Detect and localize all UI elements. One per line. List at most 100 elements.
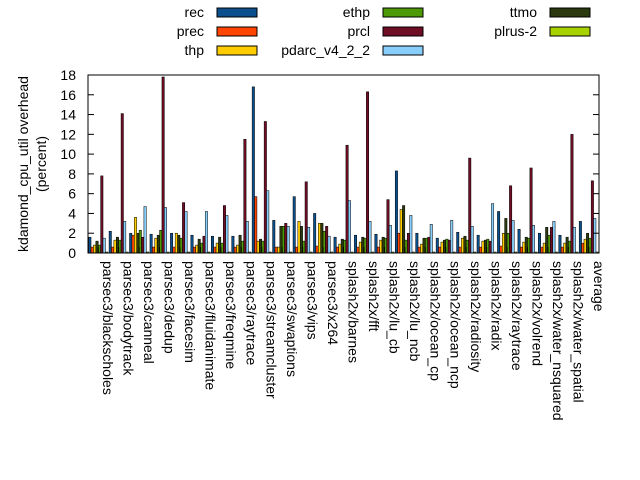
bar-rec (354, 234, 357, 254)
x-tick-label: splash2x/volrend (529, 261, 545, 366)
bar-prec (172, 246, 176, 254)
x-tick: splash2x/barnes (343, 247, 362, 363)
bar-prcl (120, 113, 124, 254)
bar-rec (578, 221, 582, 254)
bar-thp (542, 242, 546, 254)
bar-thp (440, 241, 444, 254)
bar-prec (336, 246, 339, 254)
x-tick-label: parsec3/x264 (325, 261, 341, 345)
bar-rec (149, 233, 153, 254)
legend-swatch (549, 7, 591, 18)
bar-prec (376, 246, 380, 254)
legend-label: plrus-2 (494, 23, 537, 39)
legend-swatch (216, 45, 258, 56)
bar-thp (297, 221, 301, 254)
bar-pdarc_v4_2_2 (102, 237, 106, 254)
bar-pdarc_v4_2_2 (143, 206, 147, 254)
x-tick-label: splash2x/water_spatial (570, 261, 586, 403)
x-tick: splash2x/radix (486, 247, 505, 351)
x-tick-label: parsec3/dedup (162, 261, 178, 354)
bar-group (149, 76, 170, 254)
bar-prec (315, 245, 319, 254)
bar-prcl (243, 139, 247, 254)
bar-thp (195, 244, 199, 254)
bar-rec (538, 232, 541, 254)
bar-prcl (304, 181, 308, 254)
y-tick-label: 14 (60, 107, 76, 123)
x-tick-label: splash2x/barnes (346, 261, 362, 363)
bar-pdarc_v4_2_2 (450, 220, 454, 254)
legend-swatch (216, 7, 258, 18)
legend-item-ttmo: ttmo (510, 4, 591, 20)
bar-group (272, 220, 293, 254)
bar-prec (479, 246, 483, 254)
y-tick: 4 (68, 205, 599, 221)
bar-pdarc_v4_2_2 (511, 220, 515, 254)
bar-group (497, 185, 517, 254)
bar-rec (333, 236, 337, 254)
bar-prec (274, 246, 278, 254)
bar-rec (190, 234, 194, 254)
bar-prcl (386, 199, 390, 254)
bar-prcl (100, 175, 104, 254)
x-tick-label: parsec3/swaptions (284, 261, 300, 377)
bar-prcl (447, 239, 451, 254)
y-tick: 18 (60, 67, 599, 83)
legend-item-prcl: prcl (347, 23, 424, 39)
bar-prec (581, 242, 585, 254)
bar-thp (113, 239, 117, 254)
bar-thp (174, 232, 178, 254)
bar-thp (379, 239, 383, 254)
x-tick-label: parsec3/freqmine (223, 261, 239, 369)
bar-rec (394, 170, 398, 254)
legend-item-plrus-2: plrus-2 (494, 23, 591, 39)
legend-swatch (216, 26, 258, 37)
bar-pdarc_v4_2_2 (593, 218, 597, 254)
bar-prcl (468, 157, 472, 254)
bar-thp (563, 242, 567, 254)
x-tick: splash2x/lu_ncb (404, 247, 423, 362)
bar-thp (358, 241, 362, 254)
bar-rec (517, 229, 521, 254)
x-tick-label: parsec3/canneal (141, 261, 157, 364)
bar-group (394, 170, 415, 254)
bar-group (354, 91, 374, 254)
bar-pdarc_v4_2_2 (572, 227, 576, 254)
bar-pdarc_v4_2_2 (348, 200, 351, 254)
y-axis-label-line2: (percent) (33, 136, 49, 192)
x-tick-label: splash2x/lu_cb (386, 261, 402, 354)
bar-group (538, 221, 558, 254)
bar-rec (272, 220, 276, 254)
y-tick-label: 12 (60, 126, 76, 142)
bar-pdarc_v4_2_2 (307, 227, 311, 254)
x-tick: parsec3/facesim (179, 247, 198, 363)
x-tick-label: splash2x/raytrace (509, 261, 525, 371)
bar-prec (356, 246, 360, 254)
bar-thp (93, 244, 97, 254)
y-tick-label: 0 (68, 245, 76, 261)
bar-group (170, 202, 190, 254)
x-tick: splash2x/fft (363, 247, 382, 332)
legend-label: pdarc_v4_2_2 (281, 42, 370, 58)
bar-rec (558, 234, 562, 254)
bar-group (517, 167, 538, 254)
legend-item-ethp: ethp (343, 4, 424, 20)
bar-pdarc_v4_2_2 (204, 211, 208, 254)
bar-prcl (182, 202, 186, 254)
y-tick-label: 16 (60, 87, 76, 103)
legend-label: rec (185, 4, 204, 20)
legend-label: prec (177, 23, 204, 39)
x-tick-label: parsec3/bodytrack (121, 261, 137, 376)
x-tick: parsec3/freqmine (220, 247, 239, 369)
bar-thp (134, 217, 137, 254)
y-tick: 0 (68, 245, 599, 261)
bar-prec (458, 246, 462, 254)
bar-prec (417, 246, 421, 254)
x-tick: splash2x/ocean_ncp (445, 247, 464, 389)
bar-prec (254, 196, 258, 254)
bar-prcl (223, 205, 226, 254)
legend-swatch (382, 26, 424, 37)
bar-rec (497, 211, 501, 254)
bar-pdarc_v4_2_2 (286, 226, 290, 254)
